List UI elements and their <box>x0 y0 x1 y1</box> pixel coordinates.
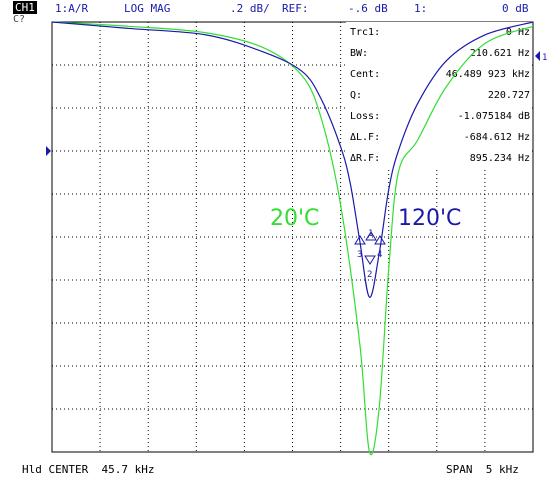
marker-3-triangle[interactable] <box>354 235 366 245</box>
ref-value[interactable]: -.6 dB <box>348 2 388 15</box>
readout-value: -1.075184 dB <box>458 111 530 122</box>
label-20c: 20'C <box>270 206 319 231</box>
channel-badge[interactable]: CH1 <box>13 1 37 14</box>
readout-label: Q: <box>350 90 362 101</box>
readout-panel <box>346 22 532 168</box>
marker-3-label: 3 <box>357 250 362 260</box>
ref-level-arrow <box>46 146 51 156</box>
readout-value: 220.727 <box>488 90 530 101</box>
marker-2-triangle[interactable] <box>364 255 376 265</box>
marker-readout: Trc1: 0 Hz BW: 210.621 Hz Cent: 46.489 923 kH… <box>350 27 530 164</box>
marker-value: 0 dB <box>502 2 529 15</box>
readout-value: 46.489 923 kHz <box>446 69 530 80</box>
readout-value: 895.234 Hz <box>470 153 530 164</box>
readout-value: 210.621 Hz <box>470 48 530 59</box>
grid <box>52 22 533 452</box>
marker-label: 1: <box>414 2 428 15</box>
readout-label: ΔR.F: <box>350 153 380 164</box>
label-120c: 120'C <box>398 206 461 231</box>
marker-2-label: 2 <box>367 270 372 280</box>
ref-label: REF: <box>282 2 309 15</box>
ref-marker-arrow <box>535 51 540 61</box>
marker-1-label: 1 <box>368 229 373 239</box>
trace-20c <box>51 21 534 456</box>
readout-label: Cent: <box>350 69 380 80</box>
marker-group: 1 23 4 <box>354 229 386 280</box>
readout-label: ΔL.F: <box>350 132 380 143</box>
readout-value: 0 Hz <box>506 27 530 38</box>
marker-4-triangle[interactable] <box>374 235 386 245</box>
span-frequency[interactable]: SPAN 5 kHz <box>446 463 519 476</box>
trace-120c <box>51 21 534 298</box>
readout-label: BW: <box>350 48 368 59</box>
format-label[interactable]: LOG MAG <box>124 2 171 15</box>
readout-value: -684.612 Hz <box>464 132 530 143</box>
marker-1-triangle[interactable] <box>365 231 377 241</box>
ref-marker-label: 1 <box>542 53 547 63</box>
scale-label[interactable]: .2 dB/ <box>230 2 270 15</box>
channel-sub-label: C? <box>13 14 26 25</box>
readout-label: Trc1: <box>350 27 380 38</box>
marker-4-label: 4 <box>377 250 382 260</box>
readout-label: Loss: <box>350 111 380 122</box>
center-frequency[interactable]: Hld CENTER 45.7 kHz <box>22 463 155 476</box>
measurement-label[interactable]: 1:A/R <box>55 2 89 15</box>
